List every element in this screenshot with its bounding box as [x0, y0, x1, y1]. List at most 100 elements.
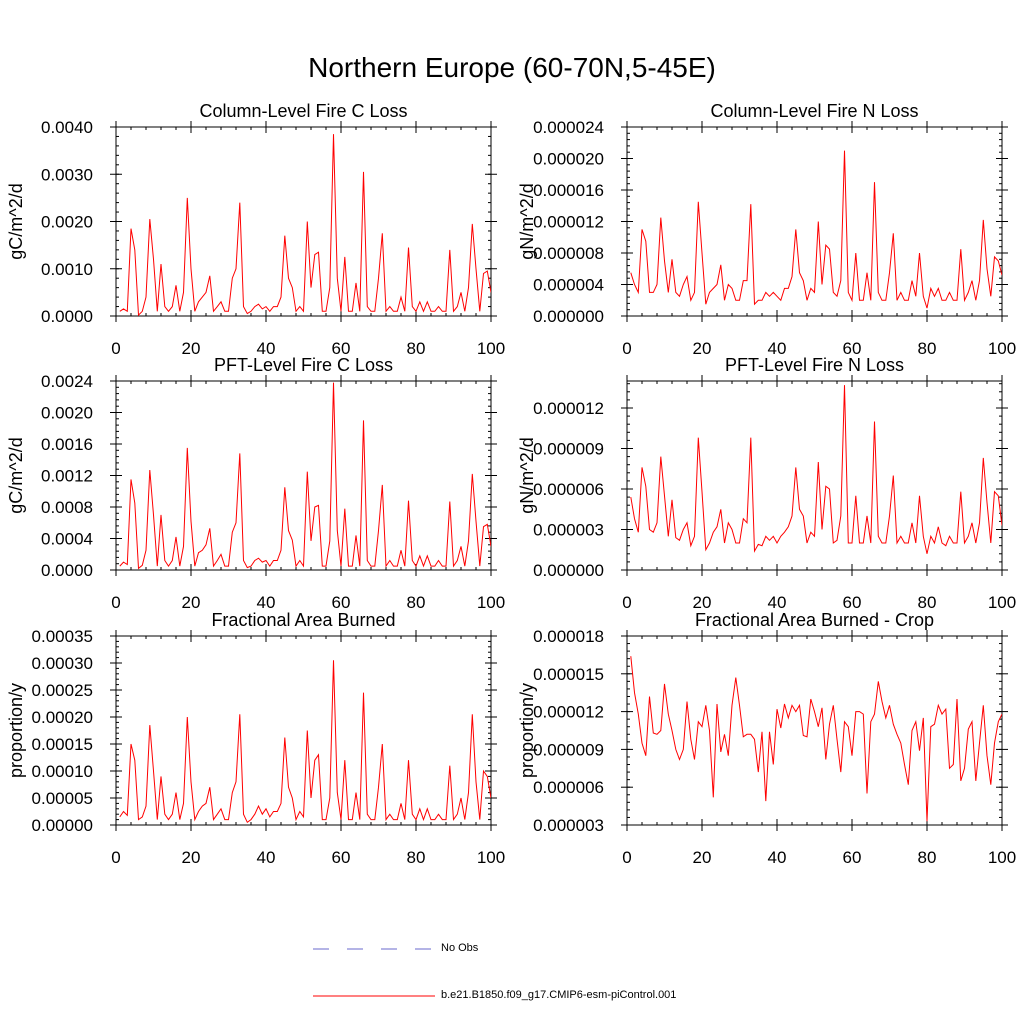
chart-title: Fractional Area Burned - Crop	[695, 610, 934, 630]
y-tick-label: 0.0016	[41, 435, 93, 454]
y-tick-label: 0.00005	[32, 789, 93, 808]
chart-panel-4: 0.000000 0.000003 0.000006 0.000009 0.000012…	[517, 355, 1016, 612]
x-tick-label: 80	[407, 593, 426, 612]
y-tick-label: 0.0000	[41, 561, 93, 580]
y-tick-label: 0.000000	[533, 561, 604, 580]
y-tick-label: 0.0020	[41, 404, 93, 423]
y-tick-label: 0.000020	[533, 150, 604, 169]
chart-title: PFT-Level Fire C Loss	[214, 355, 393, 375]
chart-title: Column-Level Fire N Loss	[710, 101, 918, 121]
chart-title: PFT-Level Fire N Loss	[725, 355, 904, 375]
y-tick-label: 0.000012	[533, 399, 604, 418]
chart-panel-3: 0.0000 0.0004 0.0008 0.0012 0.0016 0.0020 0.00…	[6, 355, 505, 612]
series-line	[119, 134, 491, 316]
y-tick-label: 0.000008	[533, 244, 604, 263]
legend-label-model-run: b.e21.B1850.f09_g17.CMIP6-esm-piControl.…	[441, 989, 677, 1001]
x-tick-label: 40	[257, 339, 276, 358]
y-tick-label: 0.000000	[533, 307, 604, 326]
legend-label-no-obs: No Obs	[441, 942, 479, 954]
x-tick-label: 60	[843, 339, 862, 358]
x-tick-label: 80	[407, 339, 426, 358]
y-axis-label: gN/m^2/d	[517, 437, 537, 513]
x-tick-label: 0	[622, 593, 631, 612]
y-axis-label: gC/m^2/d	[6, 183, 26, 259]
x-tick-label: 40	[768, 339, 787, 358]
y-axis-label: proportion/y	[6, 683, 26, 778]
x-tick-label: 80	[918, 339, 937, 358]
legend-lines	[313, 948, 435, 997]
page-title: Northern Europe (60-70N,5-45E)	[308, 52, 716, 83]
chart-title: Column-Level Fire C Loss	[199, 101, 407, 121]
y-tick-label: 0.0010	[41, 260, 93, 279]
x-tick-label: 20	[693, 339, 712, 358]
y-tick-label: 0.000003	[533, 816, 604, 835]
y-tick-label: 0.00035	[32, 627, 93, 646]
y-tick-label: 0.000016	[533, 181, 604, 200]
x-tick-label: 60	[843, 848, 862, 867]
x-tick-label: 100	[477, 339, 505, 358]
y-tick-label: 0.00025	[32, 681, 93, 700]
plot-frame	[115, 126, 492, 317]
y-tick-label: 0.0004	[41, 530, 93, 549]
x-tick-label: 60	[332, 339, 351, 358]
x-tick-label: 100	[988, 848, 1016, 867]
y-axis-label: proportion/y	[517, 683, 537, 778]
y-tick-label: 0.0024	[41, 372, 93, 391]
chart-panel-2: 0.000000 0.000004 0.000008 0.000012 0.000016…	[517, 101, 1016, 358]
series-line	[119, 382, 491, 570]
x-tick-label: 0	[111, 339, 120, 358]
x-tick-label: 100	[477, 848, 505, 867]
series-line	[630, 150, 1002, 309]
y-tick-label: 0.0000	[41, 307, 93, 326]
x-tick-label: 40	[768, 593, 787, 612]
plot-frame	[115, 635, 492, 826]
series-line	[630, 385, 1002, 554]
chart-panel-6: 0.000003 0.000006 0.000009 0.000012 0.000015…	[517, 610, 1016, 867]
x-tick-label: 0	[622, 339, 631, 358]
x-tick-label: 0	[111, 593, 120, 612]
y-tick-label: 0.0008	[41, 498, 93, 517]
plot-frame	[626, 380, 1003, 571]
y-axis-label: gN/m^2/d	[517, 183, 537, 259]
x-tick-label: 40	[257, 593, 276, 612]
y-tick-label: 0.000006	[533, 480, 604, 499]
x-tick-label: 40	[768, 848, 787, 867]
series-line	[630, 656, 1002, 822]
y-tick-label: 0.000009	[533, 440, 604, 459]
y-tick-label: 0.00015	[32, 735, 93, 754]
y-tick-label: 0.00020	[32, 708, 93, 727]
y-tick-label: 0.000004	[533, 276, 604, 295]
y-tick-label: 0.000015	[533, 665, 604, 684]
y-axis-label: gC/m^2/d	[6, 437, 26, 513]
x-tick-label: 60	[843, 593, 862, 612]
x-tick-label: 20	[693, 593, 712, 612]
x-tick-label: 60	[332, 848, 351, 867]
x-tick-label: 20	[182, 593, 201, 612]
x-tick-label: 80	[918, 848, 937, 867]
x-tick-label: 80	[918, 593, 937, 612]
x-tick-label: 100	[988, 339, 1016, 358]
x-tick-label: 80	[407, 848, 426, 867]
y-tick-label: 0.00010	[32, 762, 93, 781]
x-tick-label: 0	[111, 848, 120, 867]
y-tick-label: 0.0040	[41, 118, 93, 137]
x-tick-label: 20	[182, 339, 201, 358]
y-tick-label: 0.000012	[533, 213, 604, 232]
x-tick-label: 100	[477, 593, 505, 612]
y-tick-label: 0.000006	[533, 778, 604, 797]
y-tick-label: 0.0012	[41, 467, 93, 486]
x-tick-label: 20	[182, 848, 201, 867]
plot-frame	[626, 635, 1003, 826]
y-tick-label: 0.000018	[533, 627, 604, 646]
x-tick-label: 60	[332, 593, 351, 612]
y-tick-label: 0.000009	[533, 740, 604, 759]
y-tick-label: 0.000003	[533, 521, 604, 540]
x-tick-label: 40	[257, 848, 276, 867]
x-tick-label: 100	[988, 593, 1016, 612]
y-tick-label: 0.000024	[533, 118, 604, 137]
chart-title: Fractional Area Burned	[211, 610, 395, 630]
y-tick-label: 0.0030	[41, 165, 93, 184]
y-tick-label: 0.00030	[32, 654, 93, 673]
chart-panel-1: 0.0000 0.0010 0.0020 0.0030 0.0040 0 20 40 60 80 1…	[6, 101, 505, 358]
